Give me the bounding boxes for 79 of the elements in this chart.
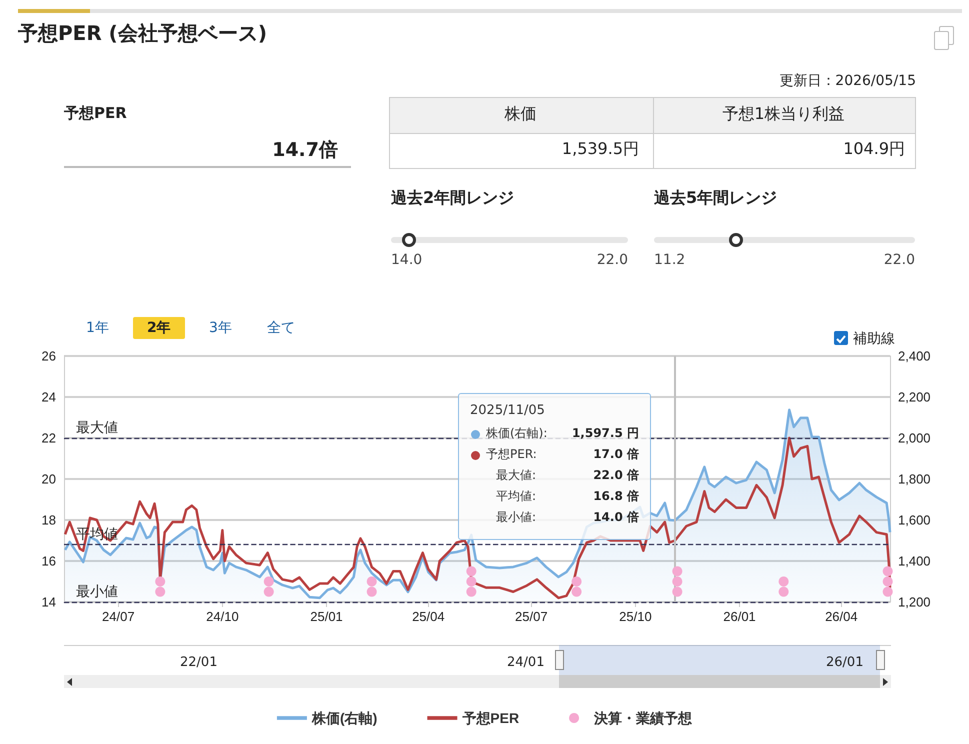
text: 14.7倍	[272, 138, 338, 163]
y-tick-label: 18	[42, 512, 56, 528]
point	[366, 586, 377, 597]
annotation: 平均値:	[496, 488, 536, 505]
text: 26/01	[826, 655, 864, 670]
annotation: 最小値:	[496, 509, 536, 526]
point	[882, 586, 893, 597]
point	[572, 576, 582, 586]
point	[778, 586, 789, 597]
text: 全て	[267, 319, 295, 338]
y2-tick-label: 1,600	[898, 512, 931, 528]
legend-label: 予想PER	[461, 710, 520, 726]
point	[366, 576, 377, 586]
ref-line-label: 最大値	[76, 419, 118, 435]
annotation: 17.0 倍	[593, 446, 639, 463]
text: 1年	[86, 319, 109, 338]
text: 過去5年間レンジ	[654, 188, 778, 209]
point	[155, 586, 166, 597]
text: 3年	[209, 319, 232, 338]
point	[466, 586, 476, 597]
point	[466, 576, 476, 586]
legend-label: 決算・業績予想	[593, 710, 694, 726]
point	[882, 566, 893, 576]
text: 22.0	[884, 252, 915, 268]
text: 24/01	[507, 655, 544, 670]
y2-tick-label: 2,200	[898, 390, 931, 404]
annotation: 株価(右軸):	[486, 425, 548, 442]
x-tick-label: 26/01	[723, 609, 756, 624]
y-tick-label: 14	[42, 594, 56, 610]
ref-line-label: 最小値	[76, 583, 118, 599]
y-tick-label: 24	[42, 390, 56, 404]
annotation: 予想PER:	[486, 446, 537, 463]
text: 14.0	[391, 252, 422, 268]
y2-tick-label: 1,800	[898, 472, 931, 486]
point	[672, 586, 682, 597]
point	[466, 566, 476, 576]
annotation: 2025/11/05	[470, 403, 545, 418]
point	[572, 586, 582, 597]
text: 1,539.5円	[562, 139, 639, 160]
annotation: 1,597.5 円	[572, 425, 639, 442]
text: 104.9円	[843, 139, 905, 160]
x-tick-label: 25/07	[515, 609, 548, 624]
point	[882, 576, 893, 586]
annotation: 最大値:	[496, 467, 536, 484]
text: 11.2	[654, 252, 686, 268]
text: 22.0	[596, 252, 628, 268]
point	[778, 576, 789, 586]
annotation: 14.0 倍	[593, 509, 639, 526]
text: 更新日：2026/05/15	[779, 72, 916, 90]
text: 22/01	[180, 655, 218, 670]
point	[155, 576, 166, 586]
x-tick-label: 25/01	[310, 609, 343, 624]
y2-tick-label: 2,400	[898, 348, 931, 364]
text: 予想1株当り利益	[721, 104, 846, 125]
annotation: 16.8 倍	[593, 488, 639, 505]
point	[672, 576, 682, 586]
chart-title: 予想PER (会社予想ベース)	[18, 20, 267, 47]
x-tick-label: 25/10	[619, 609, 652, 624]
point	[672, 566, 682, 576]
text: 株価	[504, 104, 538, 125]
text: 過去2年間レンジ	[391, 188, 514, 209]
y2-tick-label: 1,400	[898, 554, 931, 568]
y-tick-label: 26	[42, 348, 56, 364]
annotation: 22.0 倍	[593, 467, 639, 484]
y-tick-label: 22	[42, 430, 56, 446]
x-tick-label: 26/04	[825, 609, 858, 624]
legend-label: 株価(右軸)	[310, 710, 378, 726]
x-tick-label: 24/10	[206, 609, 239, 624]
x-tick-label: 24/07	[102, 609, 135, 624]
point	[264, 576, 274, 586]
y-tick-label: 20	[42, 472, 56, 486]
x-tick-label: 25/04	[412, 609, 445, 624]
point	[264, 586, 274, 597]
text: 2年	[133, 317, 185, 339]
y2-tick-label: 2,000	[898, 430, 931, 446]
y-tick-label: 16	[42, 554, 56, 568]
text: 予想PER	[64, 104, 127, 123]
y2-tick-label: 1,200	[898, 594, 931, 610]
text: 補助線	[853, 330, 895, 348]
